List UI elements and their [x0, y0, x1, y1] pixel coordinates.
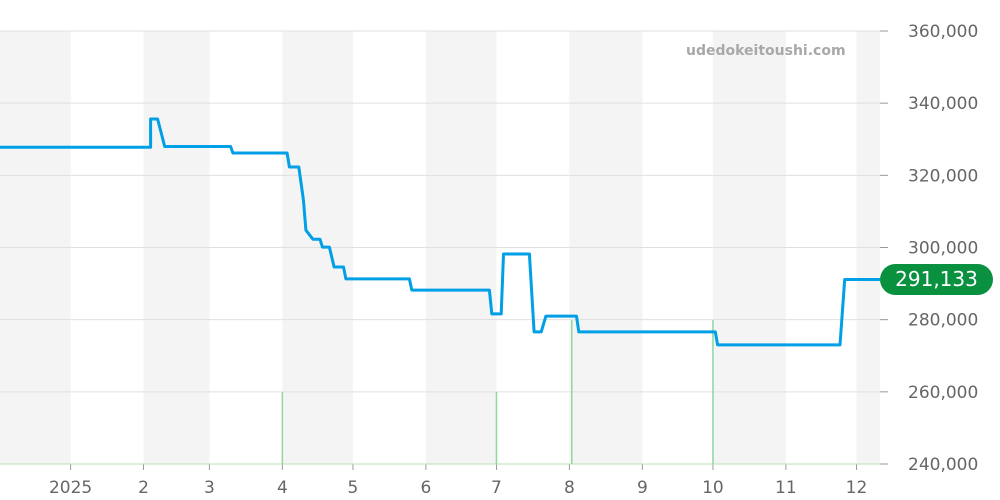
x-tick-label: 8: [564, 478, 575, 498]
x-tick-label: 9: [637, 478, 648, 498]
last-value-badge: 291,133: [880, 264, 993, 295]
price-line: [0, 117, 880, 347]
y-tick-label: 340,000: [908, 94, 978, 114]
x-tick-label: 10: [702, 478, 724, 498]
y-tick-label: 260,000: [908, 383, 978, 403]
y-tick-label: 240,000: [908, 455, 978, 475]
y-tick-label: 280,000: [908, 311, 978, 331]
x-tick-label: 11: [775, 478, 797, 498]
watermark: udedokeitoushi.com: [686, 43, 846, 59]
y-tick-label: 360,000: [908, 22, 978, 42]
x-tick-label: 3: [204, 478, 215, 498]
x-tick-label: 12: [846, 478, 868, 498]
x-tick-label: 4: [277, 478, 288, 498]
x-tick-label: 2025: [49, 478, 92, 498]
x-tick-label: 7: [491, 478, 502, 498]
y-tick-label: 320,000: [908, 166, 978, 186]
x-tick-label: 2: [138, 478, 149, 498]
y-tick-label: 300,000: [908, 239, 978, 259]
x-tick-label: 6: [420, 478, 431, 498]
x-tick-label: 5: [348, 478, 359, 498]
